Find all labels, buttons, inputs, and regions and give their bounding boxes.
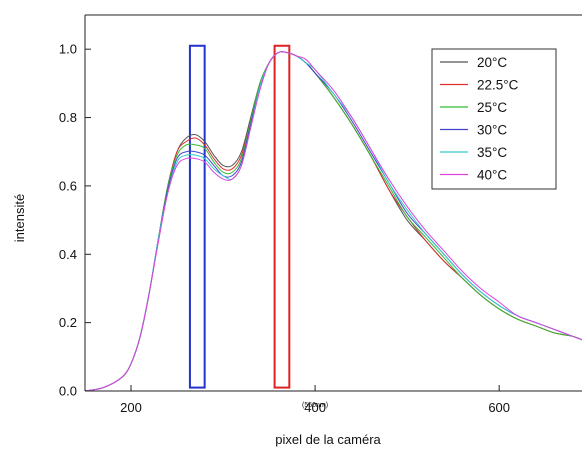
x-tick-label-600: 600 (488, 400, 510, 415)
legend: 20°C 22.5°C 25°C 30°C 35°C 40°C (431, 48, 557, 190)
series-line-6 (84, 51, 582, 392)
blue-box (188, 44, 206, 389)
y-tick-label-3: 0.6 (59, 178, 77, 193)
x-tick-label-400: 400 (304, 400, 326, 415)
y-tick-label-4: 0.8 (59, 110, 77, 125)
highlight-boxes (188, 44, 291, 389)
legend-label-5: 35°C (477, 145, 507, 160)
red-box (273, 44, 291, 389)
series-lines (84, 51, 582, 392)
y-tick-label-1: 0.2 (59, 315, 77, 330)
x-tick-label-200: 200 (120, 400, 142, 415)
y-tick-label-0: 0.0 (59, 384, 77, 399)
legend-box (431, 48, 557, 190)
legend-label-1: 20°C (477, 55, 507, 70)
y-tick-label-2: 0.4 (59, 247, 77, 262)
x-annotation-550nm: (550nm) (302, 402, 328, 409)
legend-label-6: 40°C (477, 168, 507, 183)
y-tick-label-5: 1.0 (59, 42, 77, 57)
ticks: 200 400 600 0.0 0.2 0.4 0.6 0.8 1.0 (59, 42, 510, 415)
y-axis-label: intensité (12, 194, 27, 242)
legend-label-4: 30°C (477, 123, 507, 138)
x-axis-label: pixel de la caméra (275, 432, 381, 447)
legend-label-3: 25°C (477, 100, 507, 115)
legend-label-2: 22.5°C (477, 78, 519, 93)
